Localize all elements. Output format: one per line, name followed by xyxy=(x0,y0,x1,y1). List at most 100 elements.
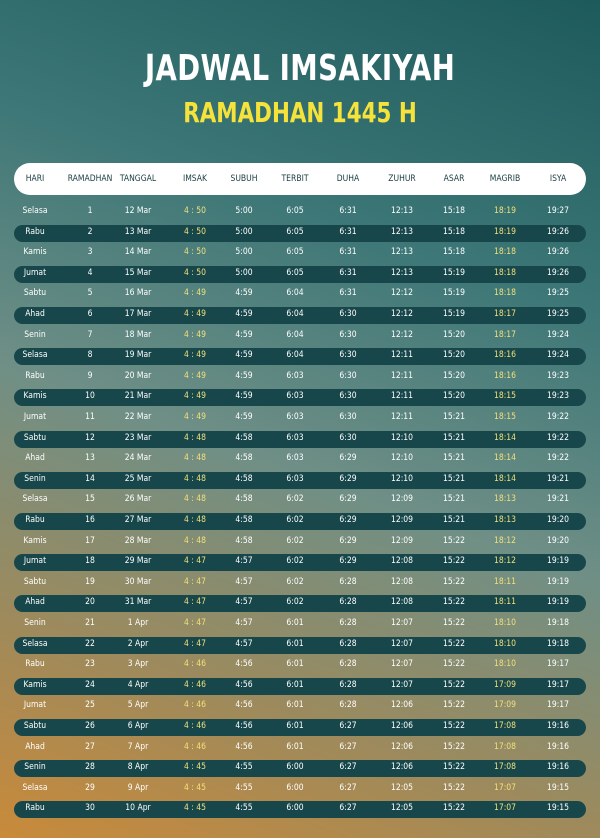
table-cell: 18:16 xyxy=(493,350,517,361)
table-cell: 12:06 xyxy=(390,762,414,773)
table-cell: 17 xyxy=(85,535,95,546)
table-cell: 6:27 xyxy=(339,803,357,814)
table-cell: 12:09 xyxy=(390,515,414,525)
header-cell: TERBIT xyxy=(281,174,309,184)
row-band xyxy=(14,389,586,407)
header-cell: ISYA xyxy=(549,174,567,184)
table-cell: 6:30 xyxy=(339,391,357,402)
table-cell: 4 : 48 xyxy=(183,473,207,484)
table-cell: 18:14 xyxy=(493,432,517,443)
table-cell: 12:12 xyxy=(390,288,414,299)
table-cell: 4:56 xyxy=(235,741,253,752)
table-cell: 7 xyxy=(87,329,93,340)
row-band xyxy=(14,677,586,695)
table-cell: 15:21 xyxy=(442,494,466,505)
table-cell: 18 Mar xyxy=(124,329,152,340)
table-cell: Ahad xyxy=(25,741,45,752)
table-cell: 6:01 xyxy=(286,741,304,752)
table-cell: 6:30 xyxy=(339,432,357,443)
table-cell: 4 : 49 xyxy=(183,288,207,299)
table-cell: 3 xyxy=(87,247,93,258)
table-cell: 4 : 49 xyxy=(183,350,207,361)
table-cell: 19:25 xyxy=(546,309,570,319)
header-cell: IMSAK xyxy=(182,174,208,184)
table-cell: 7 Apr xyxy=(127,741,149,752)
header-cell: RAMADHAN xyxy=(67,174,113,184)
table-cell: 18:17 xyxy=(493,309,517,319)
table-cell: 4:59 xyxy=(235,412,253,422)
table-cell: Senin xyxy=(24,473,46,484)
table-cell: 6:28 xyxy=(339,618,357,628)
table-cell: 18:10 xyxy=(493,618,517,628)
table-cell: 19:22 xyxy=(546,412,570,422)
table-cell: 19:15 xyxy=(546,782,570,793)
table-cell: 18:15 xyxy=(493,391,517,402)
table-cell: 16 Mar xyxy=(124,288,152,299)
table-cell: 5:00 xyxy=(235,206,253,216)
table-cell: 6:04 xyxy=(286,350,304,361)
table-cell: 19:18 xyxy=(546,638,570,649)
table-cell: 15:19 xyxy=(442,267,466,278)
table-cell: 6:01 xyxy=(286,700,304,711)
table-cell: 17:08 xyxy=(493,721,517,731)
table-cell: 19:16 xyxy=(546,721,570,731)
table-cell: 6:01 xyxy=(286,659,304,670)
row-band xyxy=(14,636,586,654)
table-cell: 4:59 xyxy=(235,350,253,361)
table-cell: 19:21 xyxy=(546,473,570,484)
table-cell: 4:56 xyxy=(235,721,253,731)
table-cell: 15:22 xyxy=(442,679,466,690)
table-cell: 12 Mar xyxy=(124,206,152,216)
table-cell: 18:12 xyxy=(493,556,517,567)
table-cell: 15:20 xyxy=(442,391,466,402)
table-cell: 6:05 xyxy=(286,206,304,216)
table-cell: Rabu xyxy=(25,803,45,814)
table-cell: Sabtu xyxy=(23,576,47,587)
table-cell: 6 Apr xyxy=(127,721,149,731)
table-cell: 6:03 xyxy=(286,453,304,464)
table-cell: Sabtu xyxy=(23,432,47,443)
table-cell: 15:21 xyxy=(442,412,466,422)
table-cell: 4 : 47 xyxy=(183,618,207,628)
table-cell: 4:55 xyxy=(235,762,253,773)
table-cell: 19:17 xyxy=(546,679,570,690)
table-cell: 6:01 xyxy=(286,721,304,731)
table-cell: 12:11 xyxy=(390,391,414,402)
table-cell: 14 Mar xyxy=(124,247,152,258)
table-cell: 19:16 xyxy=(546,762,570,773)
table-cell: 5:00 xyxy=(235,247,253,258)
table-cell: 4:58 xyxy=(235,453,253,464)
table-cell: 5 xyxy=(87,288,93,299)
table-cell: 11 xyxy=(85,412,95,422)
table-cell: 4 : 45 xyxy=(183,803,207,814)
table-cell: 15:22 xyxy=(442,721,466,731)
table-cell: 12:11 xyxy=(390,350,414,361)
table-cell: 14 xyxy=(85,473,95,484)
table-cell: 15 xyxy=(85,494,95,505)
table-cell: 4:59 xyxy=(235,329,253,340)
row-band xyxy=(14,224,586,242)
table-cell: 6:27 xyxy=(339,721,357,731)
table-cell: 17:07 xyxy=(493,803,517,814)
table-cell: 17 Mar xyxy=(124,309,152,319)
table-cell: Rabu xyxy=(25,226,45,237)
table-cell: 18:18 xyxy=(493,247,517,258)
table-cell: 6:28 xyxy=(339,679,357,690)
table-cell: Kamis xyxy=(23,535,47,546)
table-cell: 15:22 xyxy=(442,535,466,546)
table-cell: 6:31 xyxy=(339,206,357,216)
table-cell: 15:19 xyxy=(442,309,466,319)
header-cell: DUHA xyxy=(336,174,360,184)
header-cell: MAGRIB xyxy=(489,174,521,184)
table-cell: 15:18 xyxy=(442,247,466,258)
table-cell: 15:18 xyxy=(442,226,466,237)
table-cell: 19 Mar xyxy=(124,350,152,361)
row-band xyxy=(14,760,586,778)
table-cell: 6:27 xyxy=(339,762,357,773)
table-cell: 4 : 48 xyxy=(183,515,207,525)
table-cell: 17:08 xyxy=(493,741,517,752)
table-cell: 15:22 xyxy=(442,576,466,587)
table-cell: 4 : 50 xyxy=(183,226,207,237)
table-cell: 12:07 xyxy=(390,679,414,690)
table-cell: 18:13 xyxy=(493,515,517,525)
